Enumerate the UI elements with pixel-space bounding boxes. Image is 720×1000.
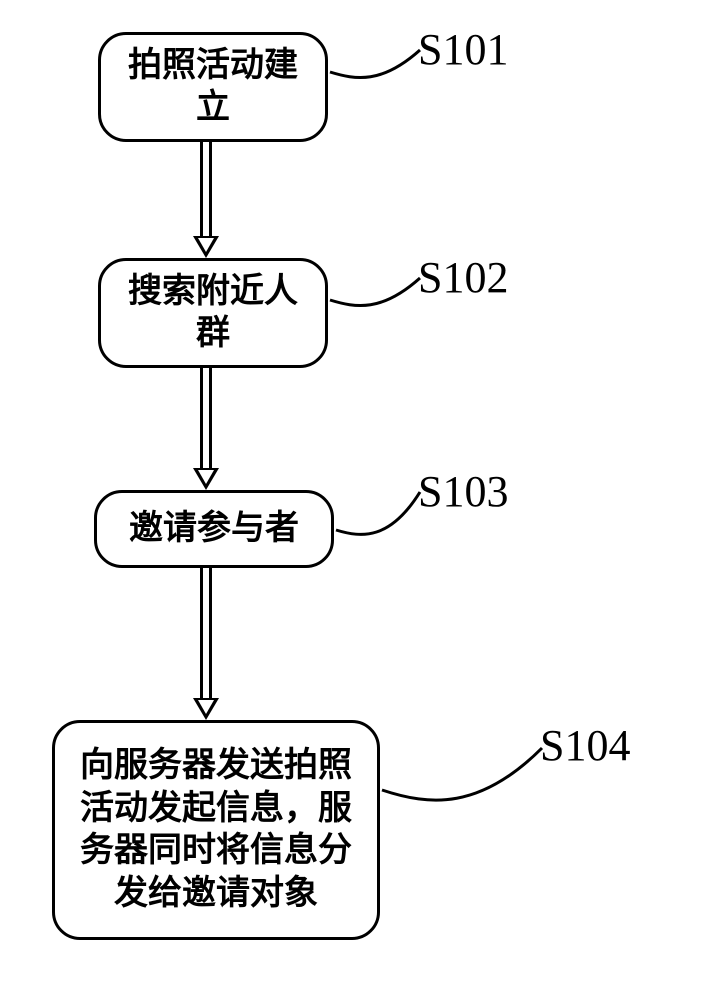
arrow-head-icon: [193, 468, 219, 490]
callout-line: [0, 0, 720, 1000]
arrow-head-icon: [193, 236, 219, 258]
arrow-shaft: [200, 142, 212, 236]
arrow-head-icon: [193, 698, 219, 720]
arrow-shaft: [200, 368, 212, 468]
arrow-shaft: [200, 568, 212, 698]
